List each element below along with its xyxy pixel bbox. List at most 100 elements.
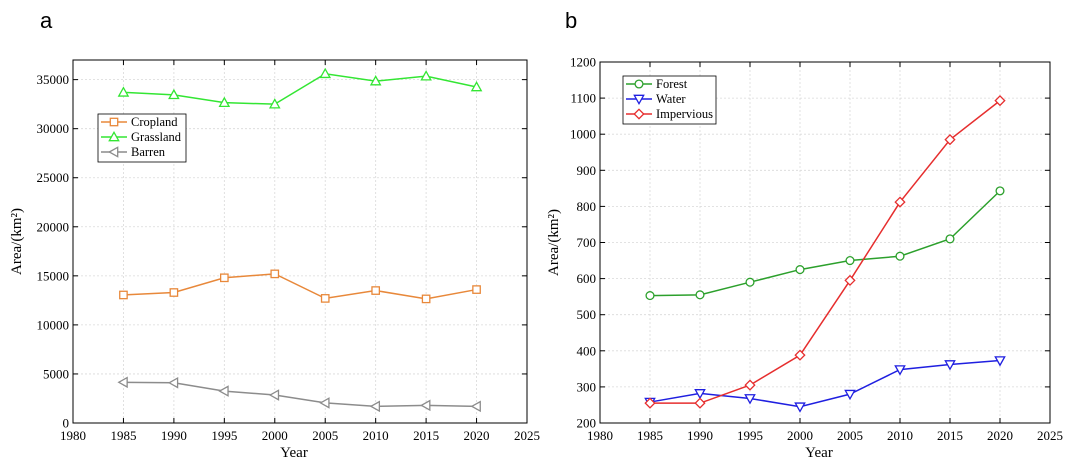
data-point-forest bbox=[645, 291, 655, 301]
x-tick-label: 2005 bbox=[837, 428, 863, 443]
data-point-barren bbox=[167, 376, 179, 389]
x-tick-label: 2025 bbox=[1037, 428, 1063, 443]
y-tick-label: 900 bbox=[577, 163, 597, 178]
data-point-water bbox=[894, 365, 906, 376]
y-tick-label: 1000 bbox=[570, 127, 596, 142]
data-point-impervious bbox=[944, 133, 956, 146]
data-point-grassland bbox=[168, 88, 180, 100]
series-line-grassland bbox=[123, 72, 477, 105]
data-point-grassland bbox=[470, 80, 483, 92]
y-axis-label: Area/(km²) bbox=[546, 209, 562, 276]
chart-a: 1980 1985 1990 1995 2000 2005 2010 2015 2020 2025… bbox=[9, 59, 540, 460]
x-tick-label: 1995 bbox=[737, 428, 763, 443]
series-line-impervious bbox=[650, 100, 1001, 404]
y-tick-label: 25000 bbox=[37, 170, 70, 185]
data-point-forest bbox=[745, 277, 755, 287]
data-point-grassland bbox=[218, 96, 231, 108]
legend-marker-cropland bbox=[109, 117, 119, 127]
x-tick-label: 2005 bbox=[312, 428, 338, 443]
data-point-water bbox=[694, 389, 706, 400]
x-tick-label: 1995 bbox=[211, 428, 237, 443]
data-point-barren bbox=[218, 385, 229, 397]
series-barren bbox=[117, 376, 481, 413]
data-point-impervious bbox=[744, 379, 756, 391]
y-tick-label: 1200 bbox=[570, 55, 596, 70]
y-tick-label: 5000 bbox=[43, 366, 69, 381]
data-point-water bbox=[844, 389, 856, 401]
x-tick-label: 2000 bbox=[262, 428, 288, 443]
data-point-impervious bbox=[994, 95, 1006, 107]
x-axis-label: Year bbox=[805, 445, 833, 460]
y-tick-label: 700 bbox=[577, 235, 597, 250]
x-tick-label: 1985 bbox=[637, 428, 663, 443]
x-tick-label: 2000 bbox=[787, 428, 813, 443]
plot-frame bbox=[72, 59, 528, 424]
data-point-impervious bbox=[694, 397, 706, 409]
data-point-forest bbox=[795, 265, 805, 275]
y-tick-label: 1100 bbox=[570, 91, 596, 106]
x-tick-label: 1990 bbox=[161, 428, 187, 443]
y-axis-label: Area/(km²) bbox=[9, 208, 25, 275]
x-tick-label: 2010 bbox=[363, 428, 389, 443]
y-tick-label: 500 bbox=[577, 307, 597, 322]
data-point-cropland bbox=[472, 285, 481, 294]
data-point-impervious bbox=[644, 397, 656, 409]
data-point-impervious bbox=[894, 196, 906, 208]
data-point-grassland bbox=[117, 86, 130, 97]
x-tick-label: 2020 bbox=[987, 428, 1013, 443]
series-cropland bbox=[119, 269, 481, 304]
legend-label-water: Water bbox=[656, 92, 686, 106]
legend-label-forest: Forest bbox=[656, 77, 688, 91]
legend-marker-barren bbox=[107, 146, 119, 158]
legend-marker-forest bbox=[634, 79, 644, 89]
panel-label-b: b bbox=[565, 8, 578, 33]
x-tick-label: 2015 bbox=[413, 428, 439, 443]
data-point-barren bbox=[470, 400, 481, 413]
y-tick-label: 30000 bbox=[37, 121, 70, 136]
data-point-grassland bbox=[420, 70, 432, 81]
data-point-forest bbox=[945, 234, 955, 244]
data-point-barren bbox=[369, 400, 381, 413]
series-line-barren bbox=[123, 381, 477, 408]
series-impervious bbox=[644, 95, 1006, 409]
data-point-water bbox=[744, 394, 756, 405]
y-tick-label: 800 bbox=[577, 199, 597, 214]
data-point-cropland bbox=[371, 286, 381, 295]
x-tick-label: 1980 bbox=[60, 428, 86, 443]
data-point-barren bbox=[117, 376, 128, 389]
legend-marker-grassland bbox=[108, 130, 120, 142]
legend-label-cropland: Cropland bbox=[131, 115, 178, 129]
x-tick-label: 1990 bbox=[687, 428, 713, 443]
x-tick-label: 2025 bbox=[514, 428, 540, 443]
data-point-water bbox=[944, 360, 956, 371]
data-point-grassland bbox=[369, 75, 382, 86]
series-forest bbox=[645, 186, 1005, 301]
x-tick-label: 1985 bbox=[110, 428, 136, 443]
data-point-cropland bbox=[421, 294, 431, 304]
series-line-water bbox=[649, 359, 1001, 408]
data-point-cropland bbox=[119, 290, 128, 300]
y-tick-label: 35000 bbox=[37, 72, 70, 87]
data-point-forest bbox=[895, 251, 905, 261]
data-point-barren bbox=[268, 389, 280, 401]
data-point-forest bbox=[845, 255, 855, 266]
data-point-impervious bbox=[844, 274, 856, 287]
x-tick-label: 2020 bbox=[464, 428, 490, 443]
x-tick-label: 2010 bbox=[887, 428, 913, 443]
data-point-barren bbox=[420, 399, 431, 412]
legend-label-barren: Barren bbox=[131, 145, 166, 159]
data-point-forest bbox=[995, 186, 1005, 196]
y-tick-label: 400 bbox=[577, 343, 597, 358]
series-line-cropland bbox=[123, 273, 477, 300]
legend-marker-impervious bbox=[633, 108, 645, 120]
y-tick-label: 0 bbox=[63, 416, 70, 431]
legend-label-grassland: Grassland bbox=[131, 130, 182, 144]
data-point-cropland bbox=[219, 273, 229, 283]
y-tick-label: 200 bbox=[577, 416, 597, 431]
y-tick-label: 600 bbox=[577, 271, 597, 286]
data-point-cropland bbox=[320, 294, 330, 303]
data-point-water bbox=[994, 356, 1006, 367]
data-point-cropland bbox=[270, 269, 280, 279]
chart-b: 1980 1985 1990 1995 2000 2005 2010 2015 2020 2025… bbox=[546, 55, 1063, 460]
